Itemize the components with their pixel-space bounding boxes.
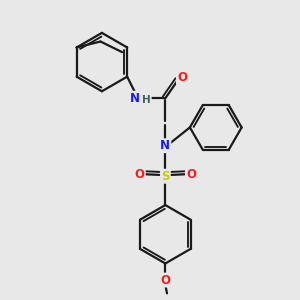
Text: N: N xyxy=(160,139,170,152)
Text: O: O xyxy=(186,168,196,181)
Text: O: O xyxy=(177,71,187,84)
Text: N: N xyxy=(130,92,140,105)
Text: O: O xyxy=(135,168,145,181)
Text: O: O xyxy=(160,274,170,286)
Text: H: H xyxy=(142,95,151,105)
Text: S: S xyxy=(161,170,170,183)
